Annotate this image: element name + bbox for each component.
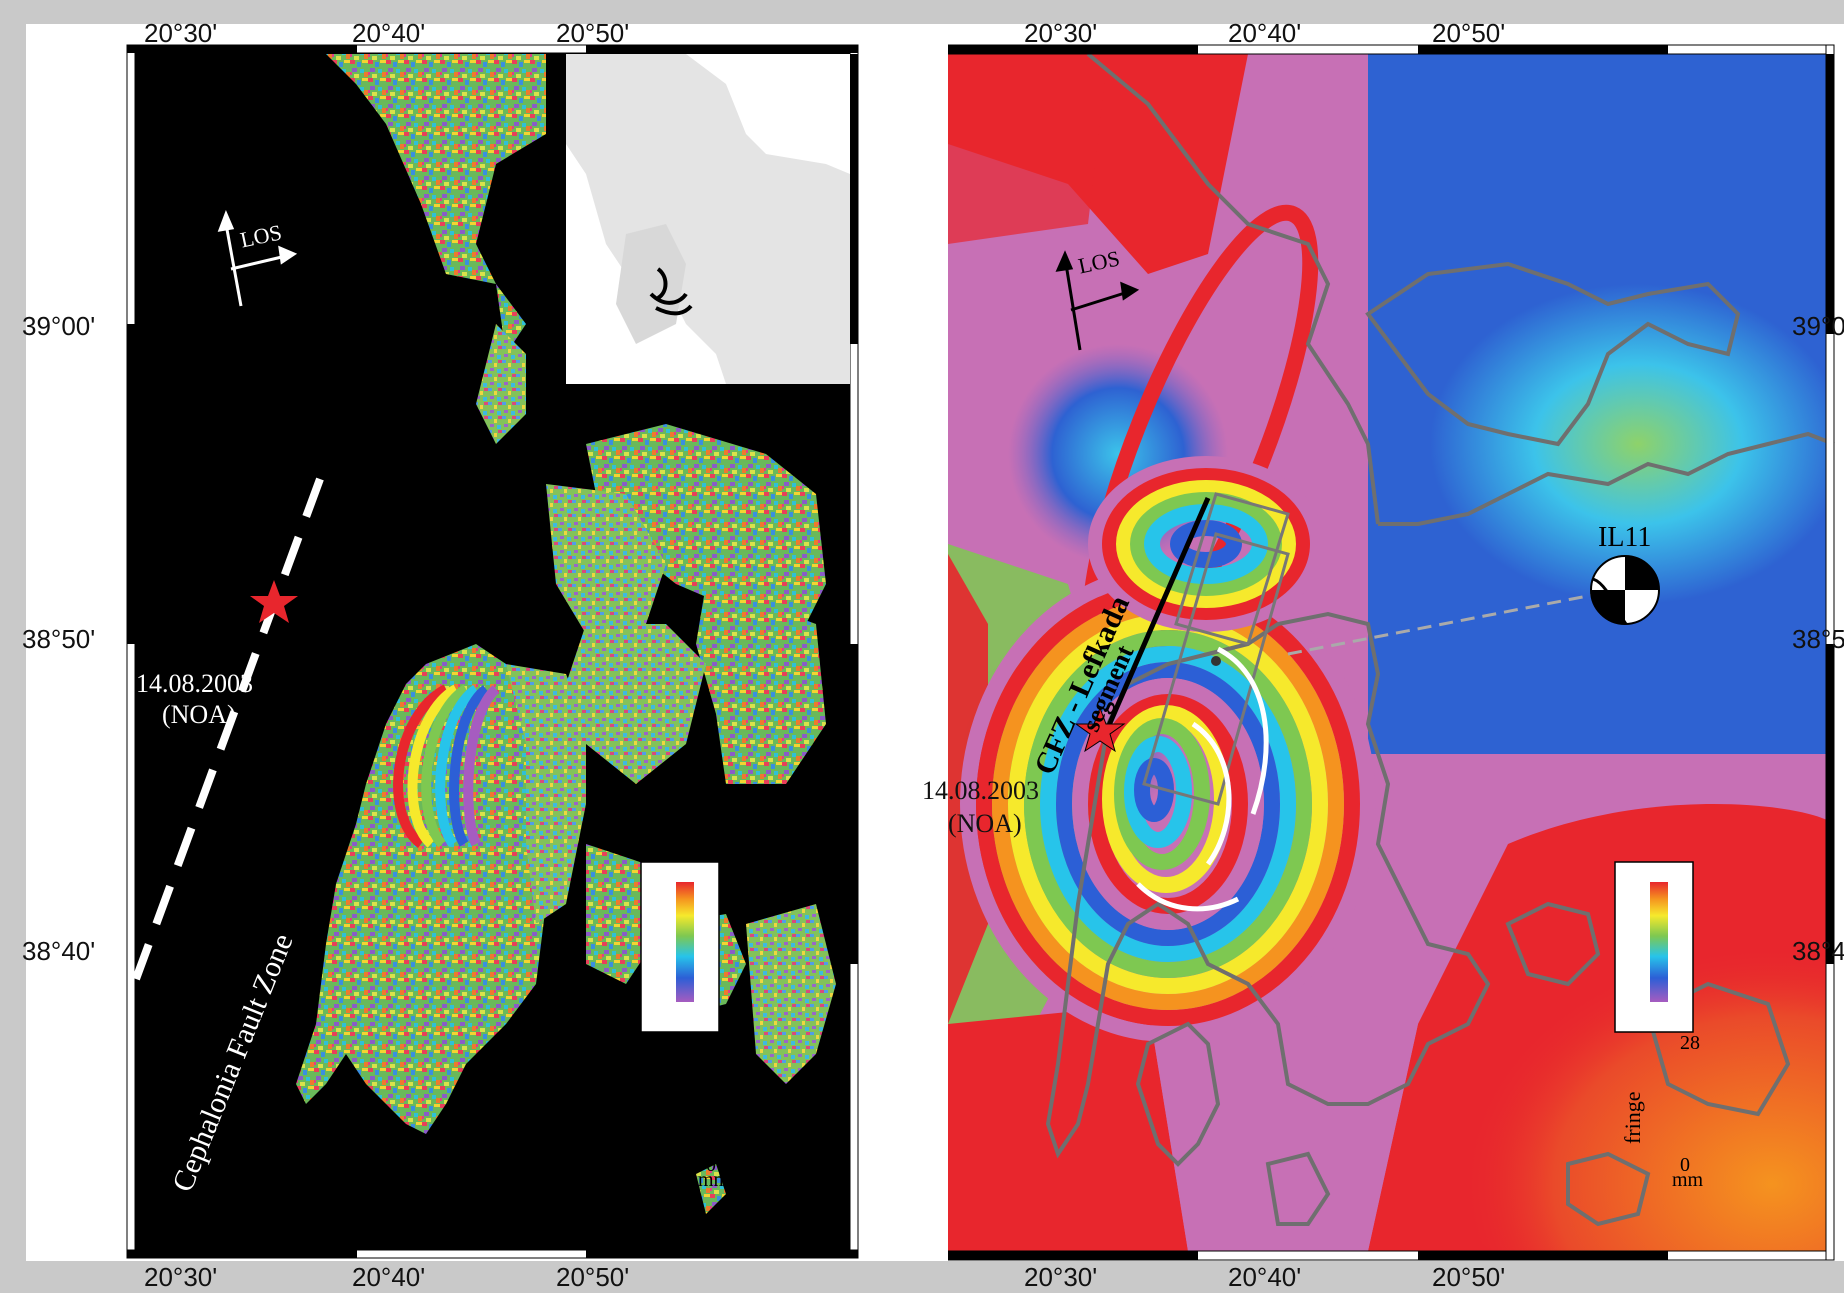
- right-frame-border: [948, 44, 1835, 1261]
- left-lat-tick-1: 39°00': [22, 311, 96, 341]
- left-lat-tick-2: 38°50': [22, 624, 96, 654]
- cephalonia-fault-line: [132, 477, 324, 981]
- right-colorbar-max: 28: [1680, 1032, 1700, 1054]
- left-lon-tick-bottom-1: 20°30': [144, 1262, 218, 1292]
- right-map-panel: 20°30' 20°40' 20°50' 20°30' 20°40' 20°50…: [922, 18, 1844, 1292]
- right-epicenter-star: [1074, 706, 1126, 753]
- left-lat-tick-3: 38°40': [22, 936, 96, 966]
- right-colorbar-min: 0: [1680, 1154, 1690, 1176]
- right-lat-tick-1: 39°00': [1792, 311, 1844, 341]
- right-epicenter-source: (NOA): [948, 809, 1022, 838]
- left-colorbar-min: 0: [706, 1154, 716, 1176]
- left-colorbar: [640, 861, 720, 1033]
- right-fault-planes: [1142, 492, 1290, 806]
- right-colorbar-title: fringe: [1620, 1091, 1645, 1144]
- cfz-segment-line: [1100, 497, 1211, 740]
- right-los-arrow: [1055, 250, 1140, 351]
- right-epicenter-date: 14.08.2003: [922, 776, 1039, 805]
- right-model-map: [948, 44, 1835, 1261]
- right-white-arcs: [1136, 646, 1269, 912]
- inset-map: [566, 54, 850, 384]
- right-lon-tick-top-1: 20°30': [1024, 18, 1098, 48]
- right-lon-tick-bottom-3: 20°50': [1432, 1262, 1506, 1292]
- left-colorbar-title: fringe: [646, 1091, 671, 1144]
- right-lon-tick-bottom-1: 20°30': [1024, 1262, 1098, 1292]
- left-interferogram: [126, 44, 859, 1259]
- left-lon-tick-top-3: 20°50': [556, 18, 630, 48]
- left-colorbar-unit: mm: [698, 1169, 730, 1191]
- left-lon-tick-bottom-3: 20°50': [556, 1262, 630, 1292]
- right-lat-tick-2: 38°50': [1792, 624, 1844, 654]
- right-lat-tick-3: 38°40': [1792, 936, 1844, 966]
- left-lon-tick-top-1: 20°30': [144, 18, 218, 48]
- left-lon-tick-bottom-2: 20°40': [352, 1262, 426, 1292]
- left-los-arrow: [217, 209, 298, 307]
- left-fringe-pattern: [393, 684, 500, 848]
- left-epicenter-source: (NOA): [162, 700, 236, 729]
- station-link-line: [1287, 592, 1599, 656]
- left-epicenter-star: [250, 580, 298, 623]
- right-small-marker: [1211, 656, 1221, 666]
- left-lon-tick-top-2: 20°40': [352, 18, 426, 48]
- right-lon-tick-bottom-2: 20°40': [1228, 1262, 1302, 1292]
- right-lon-tick-top-3: 20°50': [1432, 18, 1506, 48]
- right-colorbar: [1614, 861, 1694, 1033]
- station-label: IL11: [1598, 522, 1652, 553]
- left-map-panel: 20°30' 20°40' 20°50' 20°30' 20°40' 20°50…: [22, 18, 974, 1292]
- left-frame-border: [126, 44, 859, 1259]
- left-colorbar-max: 28: [706, 1032, 726, 1054]
- right-coastlines: [1045, 52, 1835, 1227]
- right-lon-tick-top-2: 20°40': [1228, 18, 1302, 48]
- right-fringe-rings: [960, 204, 1376, 1042]
- left-epicenter-date: 14.08.2003: [136, 669, 253, 698]
- il11-beachball-icon: [1590, 555, 1660, 625]
- right-colorbar-unit: mm: [1672, 1169, 1704, 1191]
